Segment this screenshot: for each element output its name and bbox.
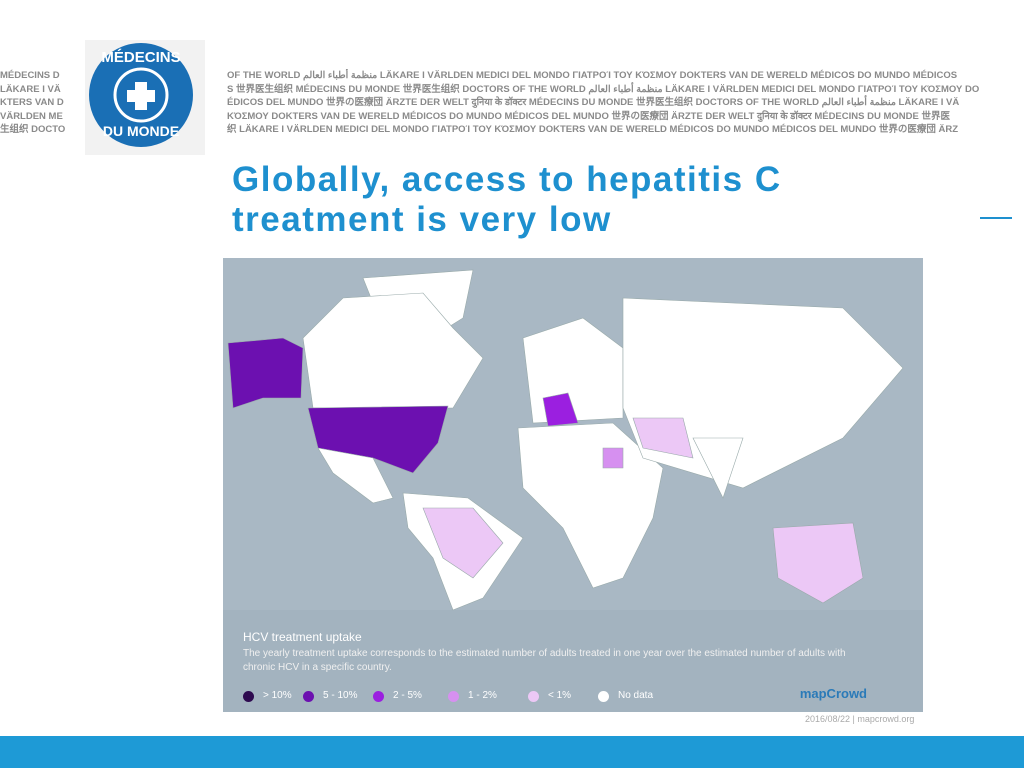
legend-swatch — [303, 691, 314, 702]
legend-label: < 1% — [548, 690, 572, 701]
legend-label: > 10% — [263, 690, 292, 701]
legend-label: No data — [618, 690, 654, 701]
brazil — [422, 507, 504, 579]
banner-line: OF THE WORLD منظمة أطباء العالم LÄKARE I… — [227, 70, 958, 81]
banner-line: KTERS VAN D — [0, 97, 64, 108]
map-svg — [223, 269, 923, 712]
middle-east — [632, 417, 694, 459]
accent-line — [980, 217, 1012, 219]
slide-title: Globally, access to hepatitis C treatmen… — [232, 160, 782, 239]
bottom-bar — [0, 736, 1024, 768]
banner-line: LÄKARE I VÄ — [0, 83, 61, 95]
banner-line: 织 LÄKARE I VÄRLDEN MEDICI DEL MONDO ΓΙΑΤ… — [227, 124, 959, 135]
banner-line: S 世界医生组织 MÉDECINS DU MONDE 世界医生组织 DOCTOR… — [227, 83, 980, 95]
legend-swatch — [598, 691, 609, 702]
legend-label: 5 - 10% — [323, 690, 358, 701]
egypt — [602, 447, 624, 469]
legend-label: 2 - 5% — [393, 690, 422, 701]
brand: mapCrowd — [799, 686, 867, 701]
logo: MÉDECINS DU MONDE — [85, 40, 205, 155]
banner-line: VÄRLDEN ME — [0, 110, 63, 122]
map-footer: 2016/08/22 | mapcrowd.org — [805, 714, 915, 724]
legend-swatch — [528, 691, 539, 702]
banner-line: 生组织 DOCTO — [0, 124, 66, 135]
logo-text: DU MONDE — [103, 123, 179, 139]
logo-text: MÉDECINS — [101, 49, 180, 66]
africa — [517, 422, 664, 589]
india — [692, 437, 744, 499]
map: HCV treatment uptake The yearly treatmen… — [223, 258, 923, 712]
legend-swatch — [243, 691, 254, 702]
alaska — [227, 337, 304, 409]
logo-cross — [127, 82, 155, 110]
asia — [622, 297, 904, 489]
legend-panel — [223, 610, 923, 712]
mexico — [317, 447, 394, 504]
legend-swatch — [448, 691, 459, 702]
france — [542, 392, 579, 427]
map-description: The yearly treatment uptake corresponds … — [243, 648, 846, 673]
legend-swatch — [373, 691, 384, 702]
banner-line: MÉDECINS D — [0, 70, 60, 81]
banner-line: ΚΌΣΜΟΥ DOKTERS VAN DE WERELD MÉDICOS DO … — [227, 110, 950, 122]
banner-line: ÉDICOS DEL MUNDO 世界の医療団 ÄRZTE DER WELT द… — [227, 97, 960, 108]
legend-title: HCV treatment uptake — [243, 630, 362, 644]
legend-label: 1 - 2% — [468, 690, 497, 701]
banner-right: OF THE WORLD منظمة أطباء العالم LÄKARE I… — [227, 69, 1020, 137]
australia — [772, 522, 864, 604]
logo-ring — [113, 67, 169, 123]
banner-left: MÉDECINS D LÄKARE I VÄ KTERS VAN D VÄRLDEN … — [0, 69, 68, 137]
